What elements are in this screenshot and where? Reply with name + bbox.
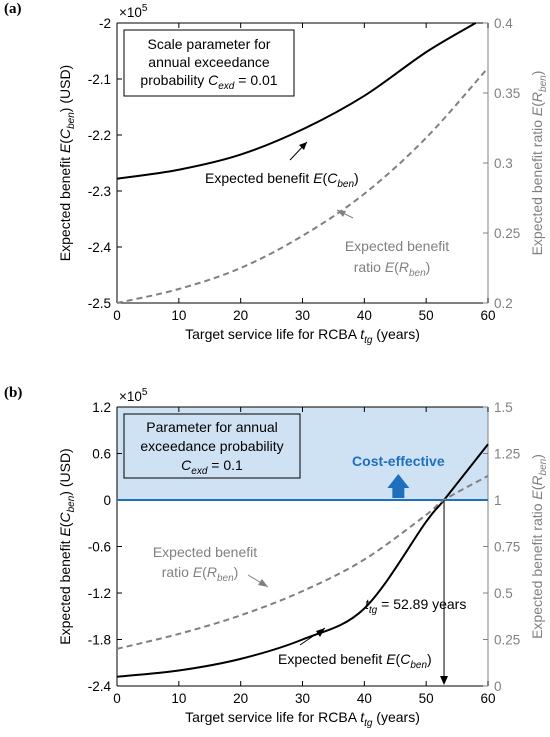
x-tick-label: 10 [171, 308, 186, 323]
y-tick-label-right: 0.4 [494, 16, 513, 31]
y-tick-label-right: 1.25 [494, 447, 520, 462]
y-multiplier: ×105 [119, 387, 148, 404]
y-tick-label-right: 1 [494, 493, 502, 508]
ratio-series-label-2: ratio E(Rben) [162, 564, 239, 584]
y-tick-label-right: 0.35 [494, 86, 520, 101]
y-tick-label-right: 0.3 [494, 156, 513, 171]
annotation-box-line: annual exceedance [148, 54, 270, 70]
series-line-ratio [116, 67, 489, 304]
x-tick-label: 50 [419, 308, 434, 323]
ttg-label: ttg = 52.89 years [365, 596, 466, 616]
x-tick-label: 60 [480, 308, 495, 323]
x-tick-label: 40 [357, 308, 372, 323]
ratio-series-label: Expected benefit [153, 544, 257, 560]
y-axis-label-right: Expected benefit ratio E(Rben) [529, 454, 549, 639]
y-tick-label-left: 0.6 [92, 447, 111, 462]
ttg-marker-arrowhead [440, 676, 449, 685]
ratio-series-label-2: ratio E(Rben) [354, 259, 431, 279]
annotation-box-line: Parameter for annual [146, 419, 278, 435]
y-tick-label-right: 0.25 [494, 226, 520, 241]
y-axis-label-right: Expected benefit ratio E(Rben) [529, 71, 549, 256]
benefit-series-label: Expected benefit E(Cben) [205, 170, 359, 190]
y-tick-label-right: 0.2 [494, 296, 513, 311]
cost-effective-arrow [387, 474, 410, 498]
annotation-box-line: Cexd = 0.1 [181, 457, 243, 477]
y-axis-label-left: Expected benefit E(Cben) (USD) [57, 448, 77, 644]
ratio-series-label: Expected benefit [345, 238, 449, 254]
x-tick-label: 20 [233, 308, 248, 323]
y-tick-label-left: -2.4 [88, 679, 112, 694]
y-tick-label-right: 0.5 [494, 586, 513, 601]
x-tick-label: 10 [171, 691, 186, 706]
y-tick-label-left: -2 [99, 16, 111, 31]
benefit-series-label: Expected benefit E(Cben) [278, 651, 432, 671]
annotation-box [123, 413, 301, 479]
y-tick-label-left: -2.1 [88, 72, 111, 87]
y-tick-label-left: -1.2 [88, 586, 111, 601]
y-tick-label-left: -2.3 [88, 184, 111, 199]
annotation-box-line: probability Cexd = 0.01 [140, 72, 277, 92]
y-tick-label-left: 1.2 [92, 400, 111, 415]
ratio-pointer-head [258, 579, 268, 587]
x-axis-label: Target service life for RCBA ttg (years) [185, 709, 420, 729]
benefit-pointer-head [299, 142, 307, 150]
y-tick-label-left: -2.5 [88, 296, 111, 311]
cost-effective-label: Cost-effective [352, 453, 445, 469]
x-tick-label: 0 [113, 691, 121, 706]
chart-panel-a: 0 10 20 30 40 50 60 -2.5 -2.4 -2.3 -2.2 -2.1 -2 0.2 0.… [4, 1, 549, 346]
y-multiplier: ×105 [119, 3, 148, 20]
y-tick-label-left: 0 [103, 493, 111, 508]
x-tick-label: 30 [295, 308, 310, 323]
annotation-box [123, 29, 295, 97]
x-tick-label: 20 [233, 691, 248, 706]
y-tick-label-right: 0.75 [494, 540, 520, 555]
x-tick-label: 50 [419, 691, 434, 706]
panel-label: (b) [4, 385, 22, 401]
series-line-benefit [116, 443, 489, 678]
x-tick-label: 0 [113, 308, 121, 323]
panel-label: (a) [4, 1, 22, 17]
y-tick-label-left: -2.2 [88, 128, 111, 143]
y-axis-label-left: Expected benefit E(Cben) (USD) [57, 65, 77, 261]
x-axis-label: Target service life for RCBA ttg (years) [185, 326, 420, 346]
y-tick-label-right: 0.25 [494, 633, 520, 648]
y-tick-label-left: -1.8 [88, 633, 111, 648]
y-tick-label-right: 0 [494, 679, 502, 694]
annotation-box-line: exceedance probability [140, 438, 283, 454]
y-tick-label-left: -0.6 [88, 540, 111, 555]
chart-panel-b: 0 10 20 30 40 50 60 -2.4 -1.8 -1.2 -0.6 0 0.6 1.2 0 0.2… [4, 385, 549, 729]
y-tick-label-left: -2.4 [88, 240, 112, 255]
x-tick-label: 60 [480, 691, 495, 706]
benefit-pointer-head [316, 628, 325, 637]
x-tick-label: 40 [357, 691, 372, 706]
annotation-box-line: Scale parameter for [148, 36, 271, 52]
series-line-ratio [116, 474, 489, 650]
y-tick-label-right: 1.5 [494, 400, 513, 415]
series-line-benefit [116, 22, 477, 180]
ratio-pointer-head [337, 210, 346, 217]
x-tick-label: 30 [295, 691, 310, 706]
